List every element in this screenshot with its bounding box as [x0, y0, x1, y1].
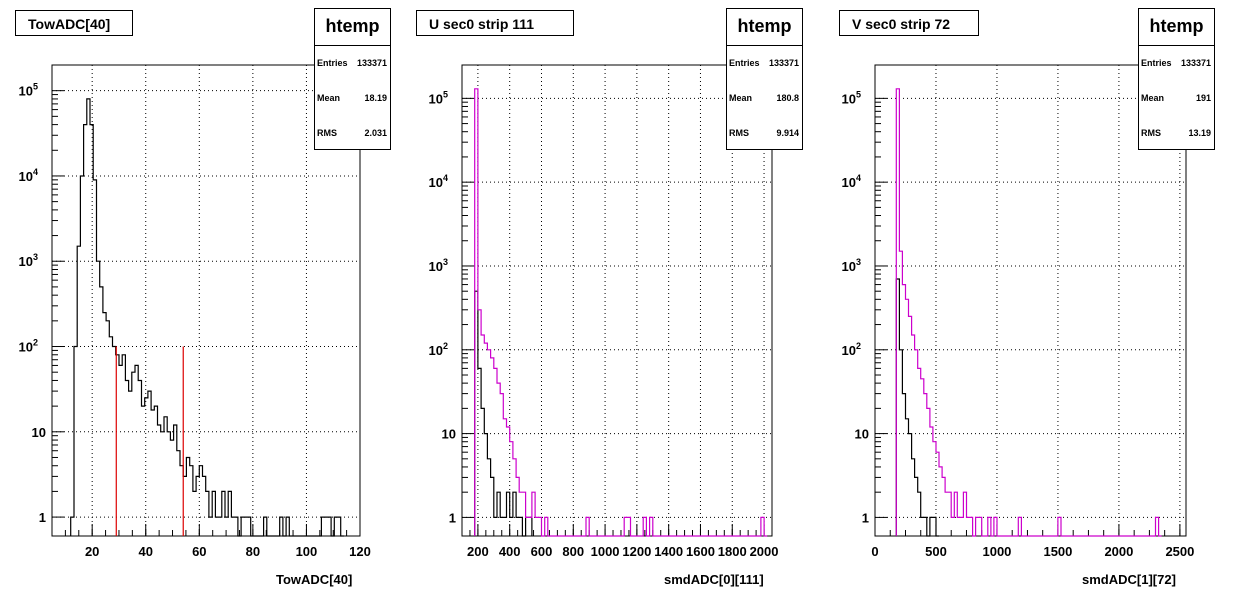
panel-3-x-axis-title: smdADC[1][72] — [1082, 572, 1176, 587]
panel-3-entries-value: 133371 — [1180, 58, 1211, 68]
panel-1-rms-label: RMS — [317, 128, 337, 138]
panel-1-stats-name: htemp — [315, 9, 390, 46]
panel-2-mean-value: 180.8 — [776, 93, 799, 103]
panel-2-stats-name: htemp — [727, 9, 802, 46]
x-tick-label: 800 — [562, 544, 584, 559]
panel-1-frame — [51, 64, 361, 537]
y-tick-label: 103 — [429, 257, 448, 274]
y-tick-label: 103 — [842, 257, 861, 274]
x-tick-label: 120 — [349, 544, 371, 559]
y-tick-label: 105 — [19, 82, 38, 99]
y-tick-label: 10 — [442, 427, 456, 442]
y-tick-label: 10 — [32, 425, 46, 440]
x-tick-label: 500 — [925, 544, 947, 559]
panel-1-mean-value: 18.19 — [364, 93, 387, 103]
y-tick-label: 102 — [842, 341, 861, 358]
x-tick-label: 200 — [467, 544, 489, 559]
panel-3-rms-value: 13.19 — [1188, 128, 1211, 138]
panel-1-rms-value: 2.031 — [364, 128, 387, 138]
y-tick-label: 105 — [429, 89, 448, 106]
histogram-series-1 — [70, 98, 344, 537]
panel-1-entries-label: Entries — [317, 58, 348, 68]
x-tick-label: 2500 — [1165, 544, 1194, 559]
y-tick-label: 104 — [429, 173, 448, 190]
y-tick-label: 102 — [429, 341, 448, 358]
panel-2-entries-label: Entries — [729, 58, 760, 68]
y-tick-label: 102 — [19, 338, 38, 355]
panel-2-entries-value: 133371 — [768, 58, 799, 68]
x-tick-label: 400 — [499, 544, 521, 559]
panel-3-mean-value: 191 — [1195, 93, 1211, 103]
panel-1-x-axis-title: TowADC[40] — [276, 572, 353, 587]
histogram-series-1 — [895, 278, 939, 537]
panel-1-entries-value: 133371 — [356, 58, 387, 68]
panel-2-rms-label: RMS — [729, 128, 749, 138]
x-tick-label: 80 — [246, 544, 260, 559]
y-tick-label: 1 — [39, 510, 46, 525]
panel-2-rms-value: 9.914 — [776, 128, 799, 138]
x-tick-label: 1800 — [718, 544, 747, 559]
panel-2-x-axis-title: smdADC[0][111] — [664, 572, 764, 587]
x-tick-label: 1200 — [622, 544, 651, 559]
y-tick-label: 10 — [855, 427, 869, 442]
y-tick-label: 103 — [19, 252, 38, 269]
histogram-series-2 — [474, 88, 768, 537]
panel-3-entries-label: Entries — [1141, 58, 1172, 68]
panel-1-title: TowADC[40] — [15, 10, 133, 36]
x-tick-label: 1500 — [1043, 544, 1072, 559]
panel-3-mean-label: Mean — [1141, 93, 1165, 103]
panel-2-plot: 200 400 600 800 1000 1200 1400 1600 1800 2000 105 1… — [429, 64, 779, 559]
panel-2-title: U sec0 strip 111 — [416, 10, 574, 36]
x-tick-label: 1000 — [982, 544, 1011, 559]
panel-3-stats-name: htemp — [1139, 9, 1214, 46]
x-tick-label: 1000 — [591, 544, 620, 559]
panel-2-stats-box: htemp Entries 133371 Mean 180.8 RMS 9.914 — [726, 8, 803, 150]
panel-3-stats-box: htemp Entries 133371 Mean 191 RMS 13.19 — [1138, 8, 1215, 150]
histogram-series-1 — [474, 290, 533, 537]
histogram-series-2 — [895, 88, 1162, 537]
panel-1-mean-label: Mean — [317, 93, 341, 103]
panel-3-title: V sec0 strip 72 — [839, 10, 979, 36]
x-tick-label: 40 — [139, 544, 153, 559]
x-tick-label: 600 — [531, 544, 553, 559]
x-tick-label: 1400 — [654, 544, 683, 559]
x-tick-label: 100 — [296, 544, 318, 559]
y-tick-label: 104 — [842, 173, 861, 190]
x-tick-label: 1600 — [686, 544, 715, 559]
x-tick-label: 60 — [192, 544, 206, 559]
x-tick-label: 20 — [85, 544, 99, 559]
y-tick-label: 105 — [842, 89, 861, 106]
x-tick-label: 2000 — [1104, 544, 1133, 559]
y-tick-label: 1 — [449, 510, 456, 525]
y-tick-label: 104 — [19, 167, 38, 184]
x-tick-label: 0 — [871, 544, 878, 559]
panel-3-rms-label: RMS — [1141, 128, 1161, 138]
x-tick-label: 2000 — [750, 544, 779, 559]
panel-2-mean-label: Mean — [729, 93, 753, 103]
y-tick-label: 1 — [862, 510, 869, 525]
panel-1-stats-box: htemp Entries 133371 Mean 18.19 RMS 2.031 — [314, 8, 391, 150]
